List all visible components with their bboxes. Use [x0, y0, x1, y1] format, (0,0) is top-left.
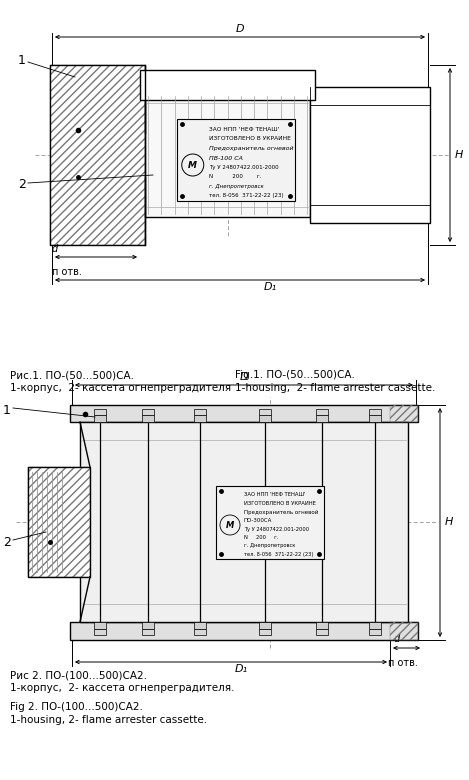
Text: N           200        г.: N 200 г.: [209, 175, 261, 179]
Text: ЗАО НПП 'НЕФ ТЕНАШ': ЗАО НПП 'НЕФ ТЕНАШ': [209, 127, 279, 132]
Bar: [390, 405, 418, 422]
Text: Предохранитель огневой: Предохранитель огневой: [209, 146, 294, 151]
Text: ПО-300СА: ПО-300СА: [244, 518, 272, 523]
Bar: [259, 629, 271, 635]
Text: ИЗГОТОВЛЕНО В УКРАИНЕ: ИЗГОТОВЛЕНО В УКРАИНЕ: [209, 136, 291, 141]
Text: d: d: [52, 244, 58, 254]
Bar: [316, 415, 328, 422]
Bar: [94, 415, 106, 422]
Text: 1-корпус,  2- кассета огнепреградителя.: 1-корпус, 2- кассета огнепреградителя.: [10, 683, 234, 693]
Bar: [369, 629, 381, 635]
Bar: [194, 622, 206, 629]
Bar: [316, 629, 328, 635]
Bar: [142, 415, 154, 422]
Bar: [316, 409, 328, 415]
Text: d: d: [394, 634, 400, 644]
Bar: [50, 65, 145, 245]
Bar: [28, 467, 90, 577]
Bar: [70, 622, 418, 640]
Text: г. Днепропетровск: г. Днепропетровск: [209, 184, 264, 189]
Bar: [94, 622, 106, 629]
Bar: [369, 409, 381, 415]
Text: Предохранитель огневой: Предохранитель огневой: [244, 509, 318, 515]
Bar: [310, 87, 430, 223]
Text: ИЗГОТОВЛЕНО В УКРАИНЕ: ИЗГОТОВЛЕНО В УКРАИНЕ: [244, 501, 316, 506]
Bar: [177, 119, 295, 201]
Text: D: D: [240, 372, 248, 382]
Text: D₁: D₁: [234, 664, 248, 674]
Text: H: H: [455, 150, 463, 160]
Bar: [142, 622, 154, 629]
Text: 2: 2: [3, 536, 11, 548]
Text: М: М: [188, 161, 197, 169]
Text: 2: 2: [18, 179, 26, 192]
Bar: [50, 65, 145, 245]
Text: Ту У 24807422.001-2000: Ту У 24807422.001-2000: [209, 165, 279, 170]
Bar: [259, 415, 271, 422]
Text: D: D: [236, 24, 244, 34]
Text: п отв.: п отв.: [52, 267, 82, 277]
Text: 1-housing,  2- flame arrester cassette.: 1-housing, 2- flame arrester cassette.: [235, 383, 435, 393]
Text: М: М: [226, 520, 234, 530]
Text: 1: 1: [18, 54, 26, 66]
Text: D₁: D₁: [264, 282, 277, 292]
Bar: [70, 405, 418, 422]
Bar: [28, 467, 90, 577]
Bar: [390, 622, 418, 640]
Bar: [145, 93, 310, 217]
Text: Рис.1. ПО-(50...500)СА.: Рис.1. ПО-(50...500)СА.: [10, 370, 134, 380]
Text: 1-housing, 2- flame arrester cassette.: 1-housing, 2- flame arrester cassette.: [10, 715, 207, 725]
Text: Fig 2. ПО-(100...500)СА2.: Fig 2. ПО-(100...500)СА2.: [10, 702, 143, 712]
Text: Ту У 24807422.001-2000: Ту У 24807422.001-2000: [244, 526, 309, 531]
Bar: [142, 409, 154, 415]
Text: 1: 1: [3, 403, 11, 417]
Bar: [94, 629, 106, 635]
Bar: [259, 409, 271, 415]
Text: N     200     г.: N 200 г.: [244, 535, 279, 540]
Text: Fig.1. ПО-(50...500)СА.: Fig.1. ПО-(50...500)СА.: [235, 370, 355, 380]
Bar: [80, 422, 408, 622]
Text: H: H: [445, 517, 454, 527]
Bar: [194, 629, 206, 635]
Bar: [194, 415, 206, 422]
Bar: [259, 622, 271, 629]
Bar: [142, 629, 154, 635]
Text: ЗАО НПП 'НЕФ ТЕНАШ': ЗАО НПП 'НЕФ ТЕНАШ': [244, 492, 305, 498]
Text: тел. 8-056  371-22-22 (23): тел. 8-056 371-22-22 (23): [209, 193, 283, 198]
Text: 1-корпус,  2- кассета огнепреградителя: 1-корпус, 2- кассета огнепреградителя: [10, 383, 231, 393]
Bar: [194, 409, 206, 415]
Bar: [369, 415, 381, 422]
Text: Рис 2. ПО-(100...500)СА2.: Рис 2. ПО-(100...500)СА2.: [10, 670, 147, 680]
Bar: [369, 622, 381, 629]
Text: г. Днепропетровск: г. Днепропетровск: [244, 544, 295, 548]
Bar: [94, 409, 106, 415]
Text: п отв.: п отв.: [388, 658, 418, 668]
Bar: [316, 622, 328, 629]
Text: ПВ-100 СА: ПВ-100 СА: [209, 155, 242, 161]
Text: тел. 8-056  371-22-22 (23): тел. 8-056 371-22-22 (23): [244, 552, 313, 557]
Bar: [140, 70, 315, 100]
Bar: [216, 485, 324, 558]
